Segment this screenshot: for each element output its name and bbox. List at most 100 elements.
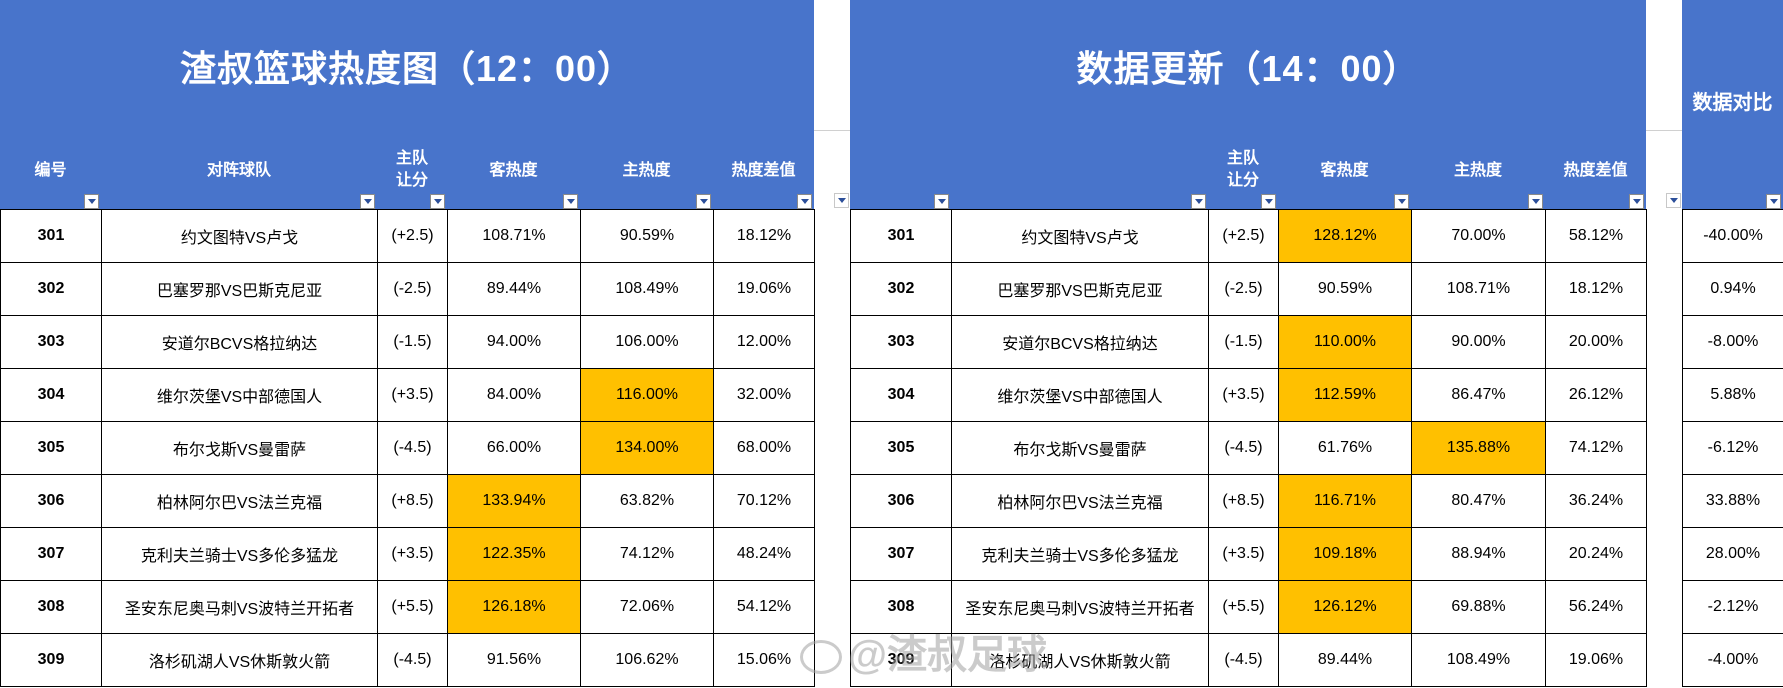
table-cell[interactable]: 48.24%: [713, 527, 815, 581]
table-cell[interactable]: (+3.5): [377, 527, 448, 581]
matchup-cell[interactable]: 布尔戈斯VS曼雷萨: [951, 421, 1209, 475]
filter-dropdown-icon[interactable]: [934, 194, 949, 209]
match-id-cell[interactable]: 303: [850, 315, 952, 369]
filter-dropdown-icon[interactable]: [834, 193, 849, 208]
compare-cell[interactable]: 33.88%: [1682, 474, 1783, 528]
table-cell[interactable]: 109.18%: [1278, 527, 1412, 581]
table-cell[interactable]: 54.12%: [713, 580, 815, 634]
table-cell[interactable]: (-1.5): [1208, 315, 1279, 369]
table-cell[interactable]: 108.49%: [580, 262, 714, 316]
table-cell[interactable]: 108.71%: [447, 209, 581, 263]
table-cell[interactable]: 19.06%: [713, 262, 815, 316]
match-id-cell[interactable]: 305: [850, 421, 952, 475]
filter-dropdown-icon[interactable]: [1528, 194, 1543, 209]
matchup-cell[interactable]: 洛杉矶湖人VS休斯敦火箭: [101, 633, 378, 687]
table-cell[interactable]: 89.44%: [1278, 633, 1412, 687]
table-cell[interactable]: 133.94%: [447, 474, 581, 528]
table-cell[interactable]: 90.59%: [1278, 262, 1412, 316]
matchup-cell[interactable]: 维尔茨堡VS中部德国人: [951, 368, 1209, 422]
filter-dropdown-icon[interactable]: [1666, 193, 1681, 208]
matchup-cell[interactable]: 安道尔BCVS格拉纳达: [951, 315, 1209, 369]
compare-cell[interactable]: -8.00%: [1682, 315, 1783, 369]
table-cell[interactable]: 108.49%: [1411, 633, 1546, 687]
table-cell[interactable]: 112.59%: [1278, 368, 1412, 422]
matchup-cell[interactable]: 约文图特VS卢戈: [951, 209, 1209, 263]
table-cell[interactable]: 20.24%: [1545, 527, 1647, 581]
table-cell[interactable]: (+3.5): [377, 368, 448, 422]
compare-cell[interactable]: 0.94%: [1682, 262, 1783, 316]
matchup-cell[interactable]: 维尔茨堡VS中部德国人: [101, 368, 378, 422]
match-id-cell[interactable]: 301: [850, 209, 952, 263]
table-cell[interactable]: 106.00%: [580, 315, 714, 369]
table-cell[interactable]: 88.94%: [1411, 527, 1546, 581]
table-cell[interactable]: 90.59%: [580, 209, 714, 263]
match-id-cell[interactable]: 309: [0, 633, 102, 687]
filter-dropdown-icon[interactable]: [1629, 194, 1644, 209]
table-cell[interactable]: 70.00%: [1411, 209, 1546, 263]
filter-dropdown-icon[interactable]: [1191, 194, 1206, 209]
table-cell[interactable]: 72.06%: [580, 580, 714, 634]
matchup-cell[interactable]: 洛杉矶湖人VS休斯敦火箭: [951, 633, 1209, 687]
match-id-cell[interactable]: 305: [0, 421, 102, 475]
filter-dropdown-icon[interactable]: [1766, 194, 1781, 209]
matchup-cell[interactable]: 布尔戈斯VS曼雷萨: [101, 421, 378, 475]
matchup-cell[interactable]: 巴塞罗那VS巴斯克尼亚: [951, 262, 1209, 316]
table-cell[interactable]: (-1.5): [377, 315, 448, 369]
table-cell[interactable]: 61.76%: [1278, 421, 1412, 475]
table-cell[interactable]: 86.47%: [1411, 368, 1546, 422]
table-cell[interactable]: 63.82%: [580, 474, 714, 528]
table-cell[interactable]: 134.00%: [580, 421, 714, 475]
compare-cell[interactable]: -4.00%: [1682, 633, 1783, 687]
table-cell[interactable]: 106.62%: [580, 633, 714, 687]
table-cell[interactable]: (-4.5): [1208, 421, 1279, 475]
table-cell[interactable]: (+5.5): [377, 580, 448, 634]
match-id-cell[interactable]: 303: [0, 315, 102, 369]
table-cell[interactable]: 69.88%: [1411, 580, 1546, 634]
table-cell[interactable]: 56.24%: [1545, 580, 1647, 634]
table-cell[interactable]: 18.12%: [713, 209, 815, 263]
table-cell[interactable]: 58.12%: [1545, 209, 1647, 263]
compare-cell[interactable]: -2.12%: [1682, 580, 1783, 634]
table-cell[interactable]: 116.00%: [580, 368, 714, 422]
table-cell[interactable]: 15.06%: [713, 633, 815, 687]
match-id-cell[interactable]: 307: [0, 527, 102, 581]
table-cell[interactable]: 91.56%: [447, 633, 581, 687]
filter-dropdown-icon[interactable]: [696, 194, 711, 209]
compare-cell[interactable]: -40.00%: [1682, 209, 1783, 263]
filter-dropdown-icon[interactable]: [797, 194, 812, 209]
table-cell[interactable]: 89.44%: [447, 262, 581, 316]
filter-dropdown-icon[interactable]: [430, 194, 445, 209]
table-cell[interactable]: (+3.5): [1208, 368, 1279, 422]
table-cell[interactable]: (-2.5): [1208, 262, 1279, 316]
matchup-cell[interactable]: 克利夫兰骑士VS多伦多猛龙: [101, 527, 378, 581]
table-cell[interactable]: (+3.5): [1208, 527, 1279, 581]
compare-cell[interactable]: -6.12%: [1682, 421, 1783, 475]
matchup-cell[interactable]: 柏林阿尔巴VS法兰克福: [101, 474, 378, 528]
table-cell[interactable]: 66.00%: [447, 421, 581, 475]
match-id-cell[interactable]: 309: [850, 633, 952, 687]
table-cell[interactable]: 32.00%: [713, 368, 815, 422]
match-id-cell[interactable]: 306: [850, 474, 952, 528]
table-cell[interactable]: 84.00%: [447, 368, 581, 422]
table-cell[interactable]: 128.12%: [1278, 209, 1412, 263]
matchup-cell[interactable]: 克利夫兰骑士VS多伦多猛龙: [951, 527, 1209, 581]
match-id-cell[interactable]: 308: [0, 580, 102, 634]
table-cell[interactable]: 36.24%: [1545, 474, 1647, 528]
table-cell[interactable]: 122.35%: [447, 527, 581, 581]
table-cell[interactable]: (-4.5): [377, 421, 448, 475]
matchup-cell[interactable]: 圣安东尼奥马刺VS波特兰开拓者: [951, 580, 1209, 634]
table-cell[interactable]: 116.71%: [1278, 474, 1412, 528]
matchup-cell[interactable]: 约文图特VS卢戈: [101, 209, 378, 263]
table-cell[interactable]: (+2.5): [1208, 209, 1279, 263]
filter-dropdown-icon[interactable]: [360, 194, 375, 209]
matchup-cell[interactable]: 圣安东尼奥马刺VS波特兰开拓者: [101, 580, 378, 634]
match-id-cell[interactable]: 304: [850, 368, 952, 422]
table-cell[interactable]: 80.47%: [1411, 474, 1546, 528]
table-cell[interactable]: 74.12%: [580, 527, 714, 581]
table-cell[interactable]: 108.71%: [1411, 262, 1546, 316]
table-cell[interactable]: 74.12%: [1545, 421, 1647, 475]
table-cell[interactable]: 70.12%: [713, 474, 815, 528]
table-cell[interactable]: 68.00%: [713, 421, 815, 475]
filter-dropdown-icon[interactable]: [1261, 194, 1276, 209]
table-cell[interactable]: 110.00%: [1278, 315, 1412, 369]
